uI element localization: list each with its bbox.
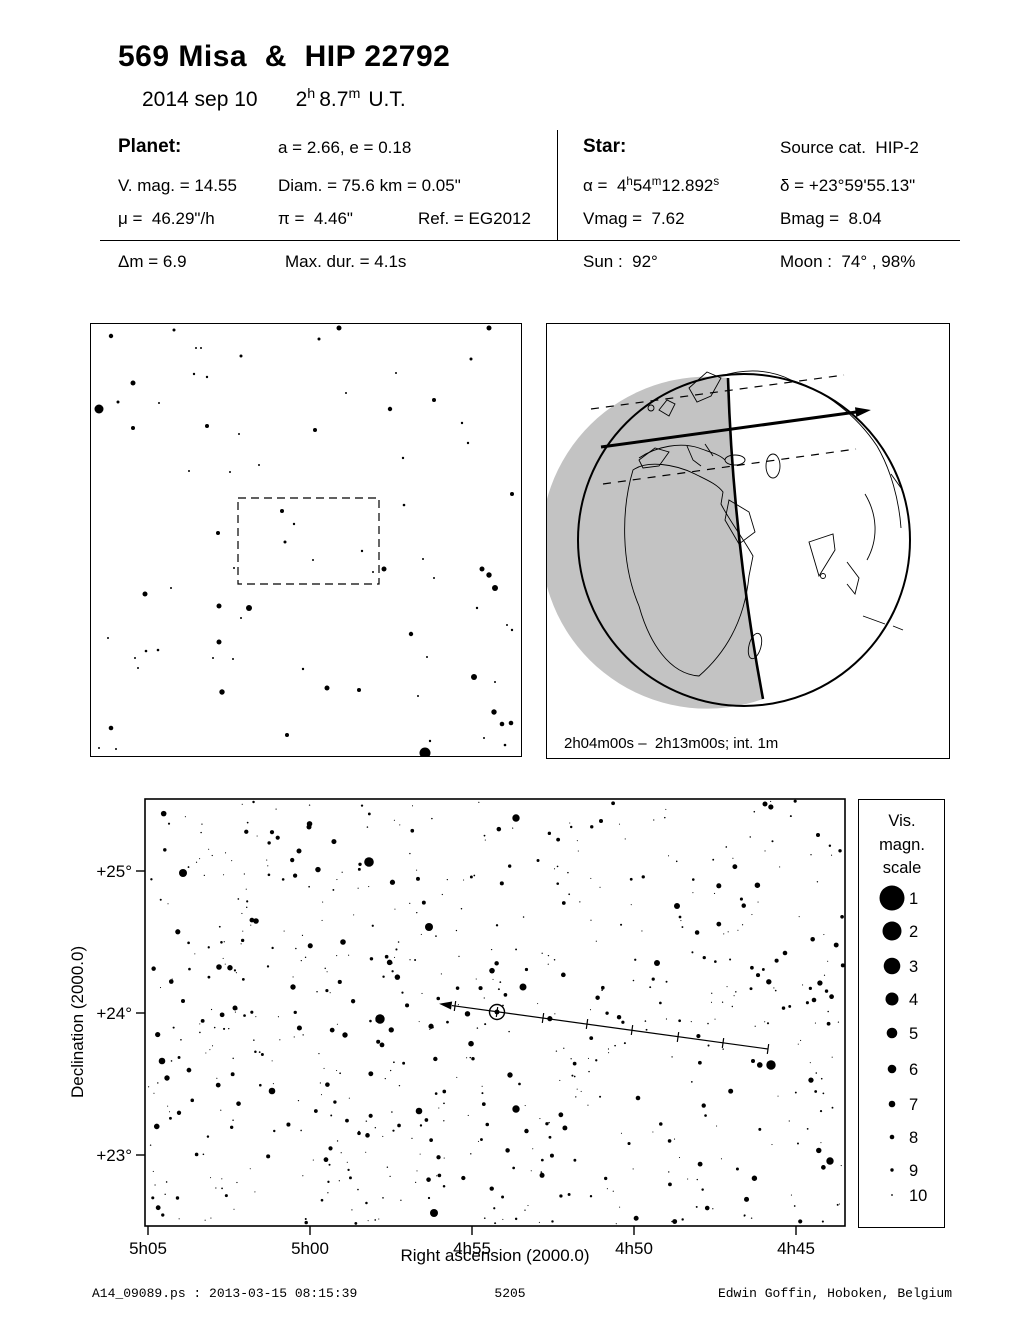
continent-outline-ireland — [647, 404, 655, 412]
table-rule — [100, 240, 960, 241]
black-sea — [724, 454, 746, 466]
continent-outline-india — [808, 533, 836, 578]
svg-text:+24°: +24° — [97, 1004, 132, 1023]
magnitude-legend: Vis. magn. scale 1 2 3 4 5 6 7 8 9 10 — [858, 799, 945, 1228]
star-vmag: Vmag = 7.62 — [583, 209, 685, 228]
footer-page-number: 5205 — [494, 1286, 526, 1301]
svg-text:3: 3 — [909, 958, 918, 976]
continent-outline-greece — [704, 443, 714, 457]
page-title: 569 Misa & HIP 22792 — [118, 40, 451, 73]
madagascar — [747, 632, 763, 660]
planet-diameter: Diam. = 75.6 km = 0.05" — [278, 176, 461, 195]
event-date: 2014 sep 10 — [142, 88, 258, 111]
star-heading: Star: — [583, 136, 627, 157]
table-divider — [557, 130, 558, 240]
globe-chart — [546, 323, 950, 759]
planet-ref: Ref. = EG2012 — [418, 209, 531, 228]
svg-text:Vis.: Vis. — [888, 812, 915, 830]
planet-motion: μ = 46.29"/h — [118, 209, 215, 228]
svg-text:magn.: magn. — [879, 836, 925, 854]
svg-text:+25°: +25° — [97, 862, 132, 881]
svg-text:5h00: 5h00 — [291, 1239, 329, 1258]
globe-caption: 2h04m00s – 2h13m00s; int. 1m — [564, 735, 779, 752]
continent-outline-scandinavia — [688, 371, 722, 403]
continent-outline-iberia — [638, 447, 670, 469]
svg-text:4: 4 — [909, 991, 918, 1009]
svg-text:7: 7 — [909, 1096, 918, 1114]
finder-chart — [90, 323, 522, 757]
moon-info: Moon : 74° , 98% — [780, 252, 916, 271]
continent-outline-britain — [658, 399, 676, 417]
svg-text:+23°: +23° — [97, 1146, 132, 1165]
x-axis-label: Right ascension (2000.0) — [400, 1246, 590, 1265]
continent-outline-italy — [686, 445, 702, 467]
svg-text:4h45: 4h45 — [777, 1239, 815, 1258]
star-bmag: Bmag = 8.04 — [780, 209, 882, 228]
sun-altitude: Sun : 92° — [583, 252, 658, 271]
continent-outline-europe-coast — [638, 444, 726, 461]
planet-heading: Planet: — [118, 136, 182, 157]
star-dec: δ = +23°59'55.13" — [780, 176, 916, 195]
continent-outline-japan — [890, 473, 902, 489]
svg-text:5: 5 — [909, 1025, 918, 1043]
planet-orbit: a = 2.66, e = 0.18 — [278, 138, 412, 157]
continent-outline-indonesia — [862, 615, 904, 631]
star-ra: α = 4h54m12.892s — [583, 175, 720, 195]
continent-outline-asia — [790, 379, 902, 529]
y-axis-label: Declination (2000.0) — [68, 945, 87, 1098]
planet-parallax: π = 4.46" — [278, 209, 353, 228]
event-datetime: 2014 sep 10 2h 8.7m U.T. — [142, 86, 406, 111]
mag-drop: Δm = 6.9 — [118, 252, 187, 271]
main-chart-axes: 5h05 5h00 4h55 4h50 4h45 +25° +24° +23° — [97, 798, 846, 1258]
main-chart-stars — [147, 799, 845, 1225]
svg-text:1: 1 — [909, 890, 918, 908]
sri-lanka — [820, 573, 826, 579]
star-source-catalog: Source cat. HIP-2 — [780, 138, 919, 157]
footer-author: Edwin Goffin, Hoboken, Belgium — [717, 1286, 952, 1301]
svg-text:9: 9 — [909, 1162, 918, 1180]
svg-text:scale: scale — [883, 859, 922, 877]
planet-vmag: V. mag. = 14.55 — [118, 176, 237, 195]
svg-text:2: 2 — [909, 923, 918, 941]
footer-filename: A14_09089.ps : 2013-03-15 08:15:39 — [92, 1286, 358, 1301]
svg-text:4h50: 4h50 — [615, 1239, 653, 1258]
globe-event-lines — [577, 373, 911, 707]
magnitude-legend-items: Vis. magn. scale 1 2 3 4 5 6 7 8 9 10 — [879, 812, 927, 1205]
caspian-sea — [765, 453, 781, 479]
svg-text:8: 8 — [909, 1129, 918, 1147]
svg-text:5h05: 5h05 — [129, 1239, 167, 1258]
main-star-chart: 5h05 5h00 4h55 4h50 4h45 +25° +24° +23° — [97, 798, 846, 1258]
svg-text:10: 10 — [909, 1187, 927, 1205]
svg-text:6: 6 — [909, 1061, 918, 1079]
continent-outline-se-asia — [846, 561, 860, 595]
svg-text:4h55: 4h55 — [453, 1239, 491, 1258]
continent-outline-arabia — [724, 499, 756, 545]
continent-outline-africa — [624, 463, 754, 677]
continent-outline-china-coast — [864, 493, 876, 561]
max-duration: Max. dur. = 4.1s — [285, 252, 407, 271]
finder-stars — [94, 325, 514, 756]
